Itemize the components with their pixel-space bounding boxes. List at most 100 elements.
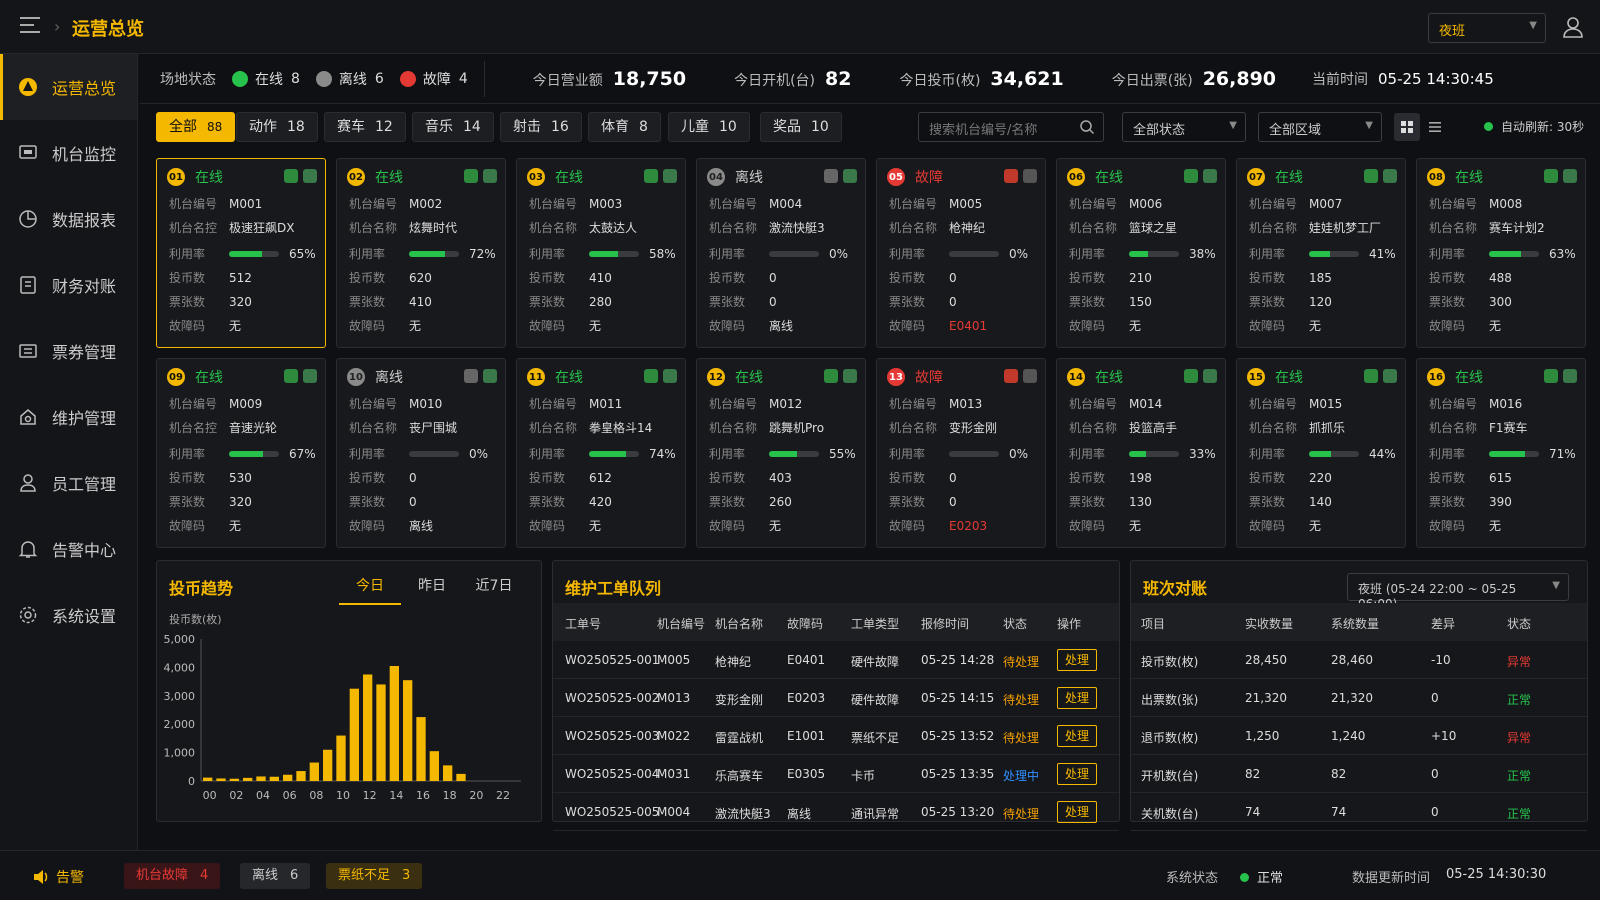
category-filter-3[interactable]: 音乐 14: [412, 112, 494, 142]
sidebar-item-maintenance[interactable]: 维护管理: [0, 384, 137, 450]
search-icon[interactable]: [1079, 119, 1095, 135]
sidebar-item-bell[interactable]: 告警中心: [0, 516, 137, 582]
signal-icon[interactable]: [644, 369, 658, 383]
settings-icon[interactable]: [663, 369, 677, 383]
sidebar-item-report[interactable]: 数据报表: [0, 186, 137, 252]
tab-today[interactable]: 今日: [339, 575, 401, 605]
category-filter-7[interactable]: 奖品 10: [760, 112, 842, 142]
settings-icon[interactable]: [1203, 169, 1217, 183]
machine-card[interactable]: 05 故障 机台编号 M005 机台名称 枪神纪 利用率 投币数 0 票张数 0 故障码 E0401 0%: [876, 158, 1046, 348]
alarm-indicator[interactable]: 告警: [32, 867, 84, 887]
table-row[interactable]: WO250525-003 M022 雷霆战机 E1001 票纸不足 05-25 13:52…: [553, 717, 1119, 755]
signal-icon[interactable]: [1004, 169, 1018, 183]
machine-card[interactable]: 10 离线 机台编号 M010 机台名称 丧尸围城 利用率 投币数 0 票张数 0 故障码 离线 0%: [336, 358, 506, 548]
signal-icon[interactable]: [824, 369, 838, 383]
utilization-fill: [229, 451, 263, 457]
sidebar-item-ticket[interactable]: 票券管理: [0, 318, 137, 384]
machine-card[interactable]: 09 在线 机台编号 M009 机台名控 音速光轮 利用率 投币数 530 票张数 320 故障码 无 6…: [156, 358, 326, 548]
category-filter-2[interactable]: 赛车 12: [324, 112, 406, 142]
fault-status[interactable]: 故障 4: [399, 69, 468, 89]
category-filter-5[interactable]: 体育 8: [588, 112, 661, 142]
signal-icon[interactable]: [1184, 369, 1198, 383]
machine-card[interactable]: 15 在线 机台编号 M015 机台名称 抓抓乐 利用率 投币数 220 票张数 140 故障码 无 44…: [1236, 358, 1406, 548]
category-filter-1[interactable]: 动作 18: [236, 112, 318, 142]
menu-icon[interactable]: [20, 17, 40, 33]
settings-icon[interactable]: [1203, 369, 1217, 383]
machine-card[interactable]: 06 在线 机台编号 M006 机台名称 篮球之星 利用率 投币数 210 票张数 150 故障码 无 3…: [1056, 158, 1226, 348]
table-row[interactable]: WO250525-001 M005 枪神纪 E0401 硬件故障 05-25 14:28 待…: [553, 641, 1119, 679]
machine-card[interactable]: 07 在线 机台编号 M007 机台名称 娃娃机梦工厂 利用率 投币数 185 票张数 120 故障码…: [1236, 158, 1406, 348]
tab-last-7-days[interactable]: 近7日: [475, 578, 513, 594]
signal-icon[interactable]: [284, 169, 298, 183]
machine-card[interactable]: 16 在线 机台编号 M016 机台名称 F1赛车 利用率 投币数 615 票张数 390 故障码 无 7…: [1416, 358, 1586, 548]
shift-select[interactable]: 夜班 ▼: [1428, 13, 1546, 43]
user-icon[interactable]: [1560, 14, 1586, 40]
category-filter-4[interactable]: 射击 16: [500, 112, 582, 142]
process-button[interactable]: 处理: [1057, 763, 1097, 785]
signal-icon[interactable]: [464, 169, 478, 183]
list-view-button[interactable]: [1422, 113, 1448, 141]
machine-card[interactable]: 02 在线 机台编号 M002 机台名称 炫舞时代 利用率 投币数 620 票张数 410 故障码 无 7…: [336, 158, 506, 348]
settings-icon[interactable]: [483, 369, 497, 383]
settings-icon[interactable]: [1563, 369, 1577, 383]
machine-card[interactable]: 08 在线 机台编号 M008 机台名称 赛车计划2 利用率 投币数 488 票张数 300 故障码 无…: [1416, 158, 1586, 348]
settings-icon[interactable]: [1383, 369, 1397, 383]
sidebar-item-dashboard[interactable]: 运营总览: [0, 54, 137, 120]
shift-period-select[interactable]: 夜班 (05-24 22:00 ~ 05-25 06:00)▼: [1347, 573, 1569, 611]
machine-card[interactable]: 11 在线 机台编号 M011 机台名称 拳皇格斗14 利用率 投币数 612 票张数 420 故障码…: [516, 358, 686, 548]
signal-icon[interactable]: [644, 169, 658, 183]
settings-icon[interactable]: [843, 169, 857, 183]
cell-type: 票纸不足: [851, 731, 900, 745]
online-status[interactable]: 在线 8: [232, 69, 300, 89]
auto-refresh-indicator[interactable]: 自动刷新: 30秒: [1484, 118, 1584, 135]
settings-icon[interactable]: [483, 169, 497, 183]
settings-icon[interactable]: [1563, 169, 1577, 183]
table-row[interactable]: WO250525-005 M004 激流快艇3 离线 通讯异常 05-25 13:20 待处…: [553, 793, 1119, 831]
category-filter-0[interactable]: 全部 88: [156, 112, 236, 142]
process-button[interactable]: 处理: [1057, 725, 1097, 747]
machine-card[interactable]: 14 在线 机台编号 M014 机台名称 投篮高手 利用率 投币数 198 票张数 130 故障码 无 3…: [1056, 358, 1226, 548]
process-button[interactable]: 处理: [1057, 687, 1097, 709]
paper-low-alarm-chip[interactable]: 票纸不足 3: [326, 863, 423, 889]
sidebar-item-user[interactable]: 员工管理: [0, 450, 137, 516]
grid-view-button[interactable]: [1394, 113, 1420, 141]
settings-icon[interactable]: [1023, 169, 1037, 183]
signal-icon[interactable]: [1184, 169, 1198, 183]
signal-icon[interactable]: [1364, 169, 1378, 183]
signal-icon[interactable]: [1544, 369, 1558, 383]
settings-icon[interactable]: [1023, 369, 1037, 383]
settings-icon[interactable]: [303, 369, 317, 383]
machine-card[interactable]: 12 在线 机台编号 M012 机台名称 跳舞机Pro 利用率 投币数 403 票张数 260 故障码…: [696, 358, 866, 548]
signal-icon[interactable]: [824, 169, 838, 183]
field-value: 198: [1129, 471, 1152, 485]
fault-alarm-chip[interactable]: 机台故障 4: [124, 863, 221, 889]
category-filter-6[interactable]: 儿童 10: [668, 112, 750, 142]
signal-icon[interactable]: [284, 369, 298, 383]
machine-card[interactable]: 01 在线 机台编号 M001 机台名控 极速狂飙DX 利用率 投币数 512 票张数 320 故障码…: [156, 158, 326, 348]
process-button[interactable]: 处理: [1057, 801, 1097, 823]
status-filter-select[interactable]: 全部状态 ▼: [1122, 112, 1246, 142]
signal-icon[interactable]: [464, 369, 478, 383]
table-row[interactable]: WO250525-004 M031 乐高赛车 E0305 卡币 05-25 13:35 处理…: [553, 755, 1119, 793]
sidebar-item-gear[interactable]: 系统设置: [0, 582, 137, 648]
signal-icon[interactable]: [1364, 369, 1378, 383]
signal-icon[interactable]: [1004, 369, 1018, 383]
sidebar-item-monitor[interactable]: 机台监控: [0, 120, 137, 186]
machine-card[interactable]: 13 故障 机台编号 M013 机台名称 变形金刚 利用率 投币数 0 票张数 0 故障码 E0203 0…: [876, 358, 1046, 548]
sidebar-item-finance[interactable]: 财务对账: [0, 252, 137, 318]
area-filter-select[interactable]: 全部区域 ▼: [1258, 112, 1382, 142]
machine-card[interactable]: 04 离线 机台编号 M004 机台名称 激流快艇3 利用率 投币数 0 票张数 0 故障码 离线 0%: [696, 158, 866, 348]
table-row[interactable]: WO250525-002 M013 变形金刚 E0203 硬件故障 05-25 14:15…: [553, 679, 1119, 717]
offline-status[interactable]: 离线 6: [315, 69, 384, 89]
process-button[interactable]: 处理: [1057, 649, 1097, 671]
settings-icon[interactable]: [843, 369, 857, 383]
settings-icon[interactable]: [1383, 169, 1397, 183]
offline-alarm-chip[interactable]: 离线 6: [240, 863, 311, 889]
machine-card[interactable]: 03 在线 机台编号 M003 机台名称 太鼓达人 利用率 投币数 410 票张数 280 故障码 无 5…: [516, 158, 686, 348]
signal-icon[interactable]: [1544, 169, 1558, 183]
chip-label: 机台故障: [136, 868, 189, 883]
settings-icon[interactable]: [663, 169, 677, 183]
search-input[interactable]: 搜索机台编号/名称: [918, 112, 1104, 142]
settings-icon[interactable]: [303, 169, 317, 183]
tab-yesterday[interactable]: 昨日: [418, 578, 446, 594]
